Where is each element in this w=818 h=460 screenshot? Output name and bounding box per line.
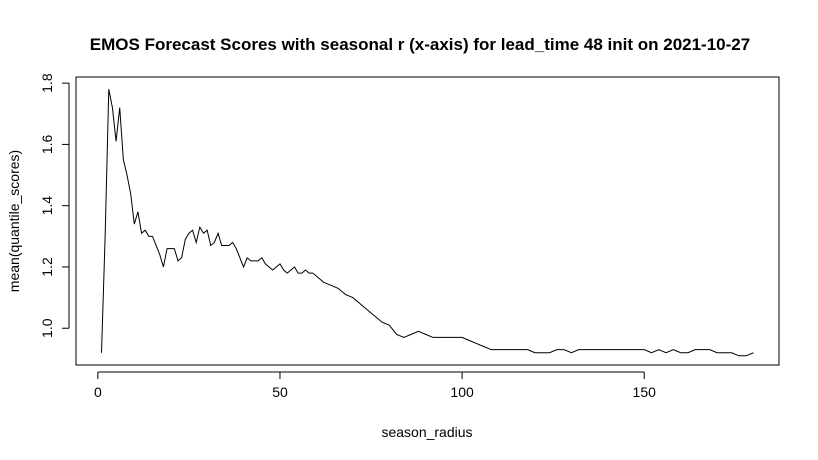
y-axis: 1.0 1.2 1.4 1.6 1.8	[39, 73, 70, 338]
y-tick-label: 1.0	[39, 318, 55, 338]
plot-frame	[75, 76, 780, 366]
chart-title: EMOS Forecast Scores with seasonal r (x-…	[90, 35, 750, 54]
x-tick-label: 150	[633, 384, 657, 400]
x-axis: 0 50 100 150	[94, 371, 657, 400]
y-tick-label: 1.2	[39, 257, 55, 277]
y-tick-label: 1.4	[39, 196, 55, 216]
x-tick-label: 0	[94, 384, 102, 400]
y-axis-label: mean(quantile_scores)	[6, 150, 22, 292]
x-tick-label: 100	[450, 384, 474, 400]
y-tick-label: 1.6	[39, 134, 55, 154]
series-line	[101, 89, 754, 357]
y-tick-label: 1.8	[39, 73, 55, 93]
x-axis-label: season_radius	[381, 424, 472, 440]
x-tick-label: 50	[272, 384, 288, 400]
